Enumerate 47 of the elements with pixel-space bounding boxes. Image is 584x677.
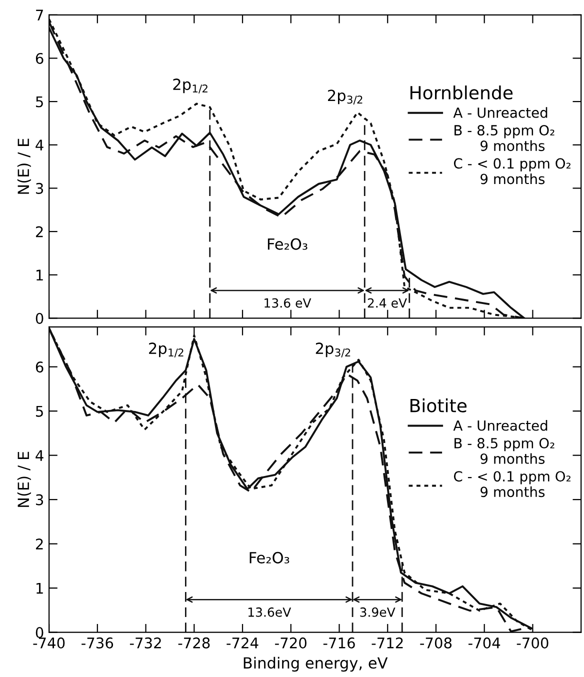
y-tick-label: 6 (36, 362, 44, 373)
annotation: 2p$_{3/2}$ (328, 90, 362, 105)
x-tick-label: -704 (468, 637, 500, 648)
x-tick-label: -740 (33, 637, 65, 648)
y-tick-label: 5 (36, 96, 43, 108)
y-axis-title: N(E) / E (17, 138, 31, 194)
y-tick-label: 4 (36, 450, 44, 461)
legend-label: C - < 0.1 ppm O₂ 9 months (454, 158, 570, 184)
x-tick-label: -716 (323, 637, 355, 648)
annotation: Fe₂O₃ (250, 552, 290, 564)
legend-label: A - Unreacted (453, 420, 548, 431)
y-tick-label: 1 (36, 270, 43, 280)
y-tick-label: 2 (36, 538, 43, 550)
x-axis-title: Binding energy, eV (244, 656, 388, 672)
y-tick-label: 3 (36, 494, 44, 506)
y-tick-label: 7 (36, 10, 43, 20)
annotation: 2p$_{1/2}$ (173, 78, 208, 94)
annotation: 2.4 eV (368, 298, 407, 308)
annotation: 2p$_{3/2}$ (316, 342, 350, 358)
x-tick-label: -736 (82, 637, 114, 648)
x-tick-label: -712 (372, 637, 403, 648)
y-tick-label: 4 (36, 140, 44, 150)
y-axis-title: N(E) / E (17, 452, 31, 507)
legend-label: C - < 0.1 ppm O₂ 9 months (454, 471, 570, 498)
annotation: 13.6 eV (264, 298, 312, 308)
y-tick-label: 0 (36, 312, 44, 324)
y-tick-label: 0 (36, 627, 44, 638)
y-tick-label: 6 (36, 52, 44, 64)
x-tick-label: -724 (226, 637, 258, 648)
legend-title: Biotite (410, 398, 467, 412)
annotation: 13.6eV (248, 607, 292, 617)
y-tick-label: 2 (36, 226, 43, 238)
annotation: 2p$_{1/2}$ (149, 342, 184, 358)
y-tick-label: 3 (36, 182, 44, 194)
x-tick-label: -720 (275, 637, 306, 648)
x-tick-label: -700 (516, 637, 548, 648)
legend-label: B - 8.5 ppm O₂ 9 months (454, 125, 554, 152)
annotation: Fe₂O₃ (268, 238, 308, 250)
legend-label: A - Unreacted (453, 107, 548, 118)
x-tick-label: -728 (178, 637, 210, 648)
annotation: 3.9eV (360, 607, 396, 617)
legend-label: B - 8.5 ppm O₂ 9 months (454, 438, 554, 464)
y-tick-label: 1 (36, 582, 43, 594)
x-tick-label: -732 (130, 637, 161, 648)
legend-title: Hornblende (410, 86, 513, 100)
y-tick-label: 5 (36, 406, 43, 417)
x-tick-label: -708 (420, 637, 452, 648)
